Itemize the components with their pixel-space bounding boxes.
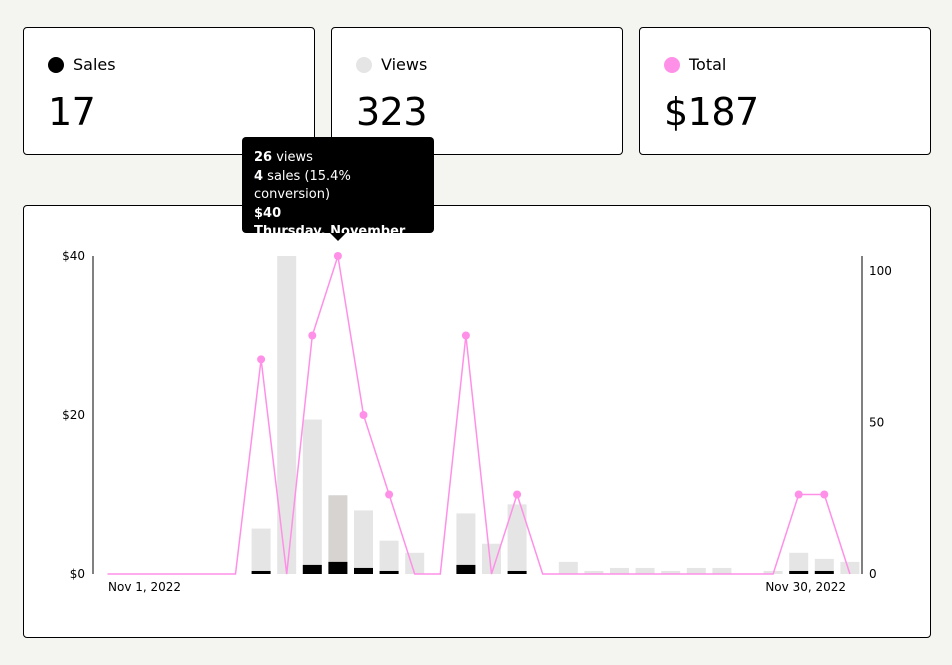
total-point — [461, 331, 470, 340]
tooltip-date: Thursday, November 10th — [254, 224, 406, 258]
left-axis-tick-label: $20 — [62, 408, 85, 422]
views-legend-dot-icon — [356, 56, 372, 73]
views-bar — [789, 552, 809, 574]
sales-stat-label: Sales — [73, 55, 116, 74]
sales-stat-value: 17 — [48, 90, 96, 134]
views-bar — [354, 510, 373, 574]
tooltip-sales-line: 4 sales (15.4% conversion) — [254, 168, 422, 205]
tooltip-views-line: 26 views — [254, 149, 422, 168]
views-bar — [686, 567, 706, 574]
views-bar — [302, 419, 322, 574]
views-bar — [328, 495, 348, 574]
views-bar — [712, 567, 732, 574]
tooltip-sales-count: 4 — [254, 168, 264, 184]
sales-stat-header: Sales — [48, 55, 116, 74]
total-stat-header: Total — [664, 55, 726, 74]
views-bar — [277, 256, 297, 574]
views-bar — [814, 558, 834, 574]
sales-bar — [302, 564, 322, 574]
tooltip-amount: $40 — [254, 205, 282, 221]
views-bar — [251, 528, 271, 574]
views-bar — [661, 570, 681, 574]
total-stat-label: Total — [689, 55, 727, 74]
views-bar — [584, 570, 604, 574]
x-axis-end-label: Nov 30, 2022 — [765, 580, 846, 594]
sales-bar — [251, 570, 271, 574]
views-bar — [405, 552, 425, 574]
sales-legend-dot-icon — [48, 56, 64, 73]
sales-bar — [328, 561, 348, 574]
sales-bar — [789, 570, 809, 574]
sales-stat-card: Sales 17 — [23, 27, 315, 155]
chart-tooltip: 26 views 4 sales (15.4% conversion) $40 … — [242, 137, 434, 258]
views-bar — [379, 540, 399, 574]
sales-bar — [354, 567, 373, 574]
total-point — [359, 411, 368, 419]
sales-bar — [814, 570, 834, 574]
sales-bar — [507, 570, 527, 574]
total-stat-card: Total $187 — [639, 27, 931, 155]
left-axis-tick-label: $0 — [70, 567, 85, 581]
views-bar — [482, 543, 501, 574]
tooltip-views-count: 26 — [254, 150, 273, 165]
total-stat-value: $187 — [664, 90, 759, 134]
sales-bar — [379, 570, 399, 574]
views-stat-header: Views — [356, 55, 427, 74]
views-stat-label: Views — [381, 55, 428, 74]
chart-card — [23, 205, 931, 638]
sales-bar — [456, 564, 476, 574]
tooltip-views-text: views — [272, 150, 313, 165]
views-stat-value: 323 — [356, 90, 428, 134]
total-point — [257, 355, 266, 364]
x-axis-start-label: Nov 1, 2022 — [108, 580, 181, 594]
right-axis-tick-label: 50 — [869, 416, 884, 430]
total-point — [820, 490, 829, 499]
total-point — [308, 331, 317, 340]
total-series-line — [107, 255, 851, 575]
total-point — [794, 490, 803, 499]
total-point — [513, 490, 522, 499]
tooltip-sales-text: sales (15.4% conversion) — [254, 168, 351, 203]
total-point — [333, 252, 342, 260]
views-bar — [507, 504, 527, 574]
right-axis-tick-label: 100 — [869, 264, 892, 278]
total-legend-dot-icon — [664, 56, 680, 73]
views-bar — [610, 567, 629, 574]
views-bar — [840, 561, 860, 574]
total-point — [385, 490, 394, 499]
left-axis-tick-label: $40 — [62, 249, 85, 263]
views-stat-card: Views 323 — [331, 27, 623, 155]
right-axis-tick-label: 0 — [869, 567, 877, 581]
views-bar — [558, 561, 578, 574]
views-bar — [456, 513, 476, 574]
views-bar — [635, 567, 655, 574]
